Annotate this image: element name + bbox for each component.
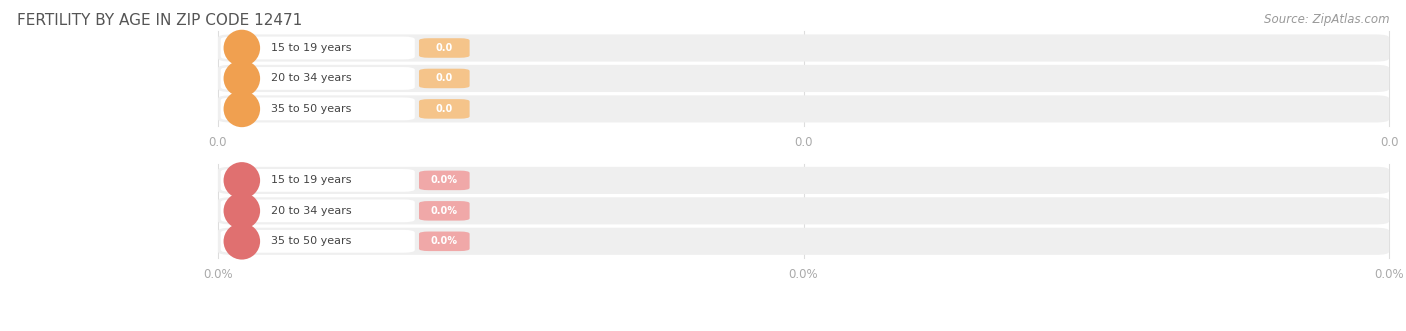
FancyBboxPatch shape [221,169,415,192]
Ellipse shape [224,223,260,260]
FancyBboxPatch shape [419,38,470,58]
FancyBboxPatch shape [419,201,470,221]
Text: 0.0%: 0.0% [202,268,233,281]
FancyBboxPatch shape [218,197,1389,224]
Text: Source: ZipAtlas.com: Source: ZipAtlas.com [1264,13,1389,26]
FancyBboxPatch shape [218,228,1389,255]
Ellipse shape [224,30,260,66]
Text: 0.0%: 0.0% [430,175,458,185]
FancyBboxPatch shape [218,34,1389,62]
Text: 35 to 50 years: 35 to 50 years [271,236,352,246]
Text: 0.0%: 0.0% [789,268,818,281]
Text: 35 to 50 years: 35 to 50 years [271,104,352,114]
Text: 0.0: 0.0 [436,73,453,83]
Text: 0.0: 0.0 [436,43,453,53]
Text: 0.0%: 0.0% [430,206,458,216]
Text: 0.0: 0.0 [436,104,453,114]
Ellipse shape [224,162,260,199]
FancyBboxPatch shape [221,37,415,59]
Text: 0.0: 0.0 [1379,136,1399,149]
FancyBboxPatch shape [218,65,1389,92]
FancyBboxPatch shape [221,98,415,120]
Ellipse shape [224,60,260,97]
Text: 15 to 19 years: 15 to 19 years [271,175,352,185]
Text: 0.0%: 0.0% [430,236,458,246]
FancyBboxPatch shape [218,167,1389,194]
FancyBboxPatch shape [218,95,1389,122]
FancyBboxPatch shape [419,170,470,190]
Text: 0.0: 0.0 [794,136,813,149]
Ellipse shape [224,91,260,127]
FancyBboxPatch shape [221,230,415,253]
Text: FERTILITY BY AGE IN ZIP CODE 12471: FERTILITY BY AGE IN ZIP CODE 12471 [17,13,302,28]
Text: 0.0: 0.0 [208,136,228,149]
FancyBboxPatch shape [221,200,415,222]
Text: 15 to 19 years: 15 to 19 years [271,43,352,53]
Ellipse shape [224,193,260,229]
Text: 0.0%: 0.0% [1374,268,1405,281]
FancyBboxPatch shape [419,99,470,119]
Text: 20 to 34 years: 20 to 34 years [271,73,352,83]
FancyBboxPatch shape [419,231,470,251]
FancyBboxPatch shape [221,67,415,90]
FancyBboxPatch shape [419,69,470,88]
Text: 20 to 34 years: 20 to 34 years [271,206,352,216]
